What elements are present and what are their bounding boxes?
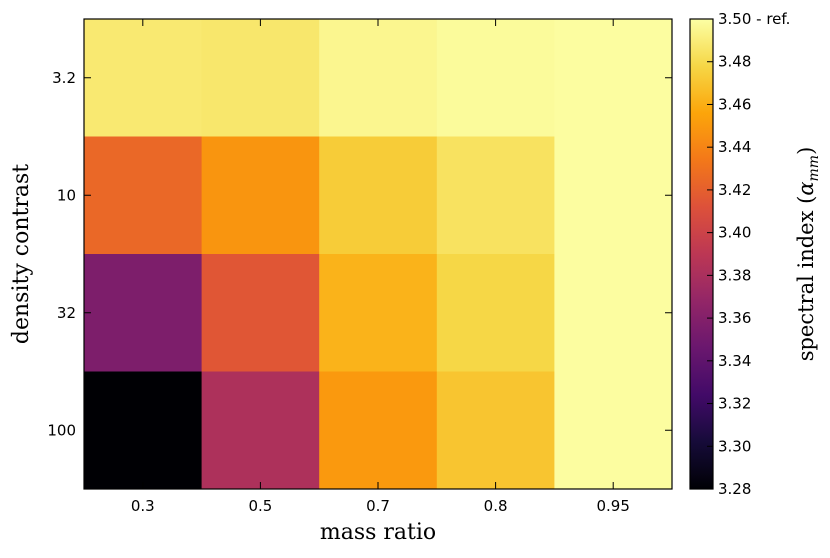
y-axis-label: density contrast xyxy=(9,164,34,344)
heatmap-cell xyxy=(84,19,203,137)
x-axis-label: mass ratio xyxy=(320,520,436,545)
colorbar-label: spectral index (αmm) xyxy=(794,147,822,362)
y-tick-label: 100 xyxy=(47,421,76,439)
heatmap-cell xyxy=(436,19,555,137)
colorbar-tick-label: 3.40 xyxy=(718,224,751,242)
heatmap-cell xyxy=(84,254,203,372)
heatmap-cells xyxy=(84,19,673,490)
colorbar-tick-label: 3.36 xyxy=(718,309,751,327)
heatmap-cell xyxy=(436,371,555,490)
heatmap-cell xyxy=(201,254,320,372)
colorbar-ticks: 3.28 3.30 3.32 3.34 3.36 3.38 3.40 3.42 3.44 3.46… xyxy=(707,10,790,498)
heatmap-cell xyxy=(554,371,673,490)
colorbar-tick-label: 3.42 xyxy=(718,181,751,199)
x-tick-label: 0.8 xyxy=(484,497,508,515)
x-tick-label: 0.95 xyxy=(596,497,629,515)
colorbar-tick-label: 3.44 xyxy=(718,138,751,156)
colorbar-tick-label: 3.50 - ref. xyxy=(718,10,790,28)
colorbar-label-symbol: α xyxy=(794,181,818,195)
heatmap-cell xyxy=(201,19,320,137)
heatmap-cell xyxy=(436,254,555,372)
heatmap-cell xyxy=(554,136,673,255)
y-tick-label: 32 xyxy=(57,304,76,322)
colorbar-tick-label: 3.46 xyxy=(718,95,751,113)
heatmap-cell xyxy=(201,371,320,490)
colorbar-tick-label: 3.30 xyxy=(718,437,751,455)
colorbar-label-subscript: mm xyxy=(806,155,822,182)
colorbar-tick-label: 3.38 xyxy=(718,266,751,284)
x-axis-ticks: 0.3 0.5 0.7 0.8 0.95 xyxy=(131,19,630,515)
colorbar-tick-label: 3.28 xyxy=(718,480,751,498)
x-tick-label: 0.3 xyxy=(131,497,155,515)
y-tick-label: 10 xyxy=(57,186,76,204)
colorbar-tick-label: 3.48 xyxy=(718,53,751,71)
colorbar xyxy=(690,19,713,489)
colorbar-label-close-paren: ) xyxy=(794,147,818,155)
x-tick-label: 0.7 xyxy=(366,497,390,515)
colorbar-label-open-paren: ( xyxy=(794,196,818,211)
colorbar-frame xyxy=(689,18,714,490)
heatmap-cell xyxy=(319,254,438,372)
heatmap-cell xyxy=(554,254,673,372)
heatmap-cell xyxy=(201,136,320,255)
y-axis-ticks: 3.2 10 32 100 xyxy=(47,69,672,439)
colorbar-tick-label: 3.32 xyxy=(718,395,751,413)
colorbar-tick-label: 3.34 xyxy=(718,352,751,370)
heatmap-cell xyxy=(319,136,438,255)
heatmap-cell xyxy=(84,371,203,490)
y-tick-label: 3.2 xyxy=(52,69,76,87)
colorbar-label-main: spectral index xyxy=(794,210,818,361)
heatmap-cell xyxy=(319,371,438,490)
heatmap-cell xyxy=(319,19,438,137)
x-tick-label: 0.5 xyxy=(248,497,272,515)
heatmap-cell xyxy=(436,136,555,255)
heatmap-cell xyxy=(84,136,203,255)
heatmap-cell xyxy=(554,19,673,137)
